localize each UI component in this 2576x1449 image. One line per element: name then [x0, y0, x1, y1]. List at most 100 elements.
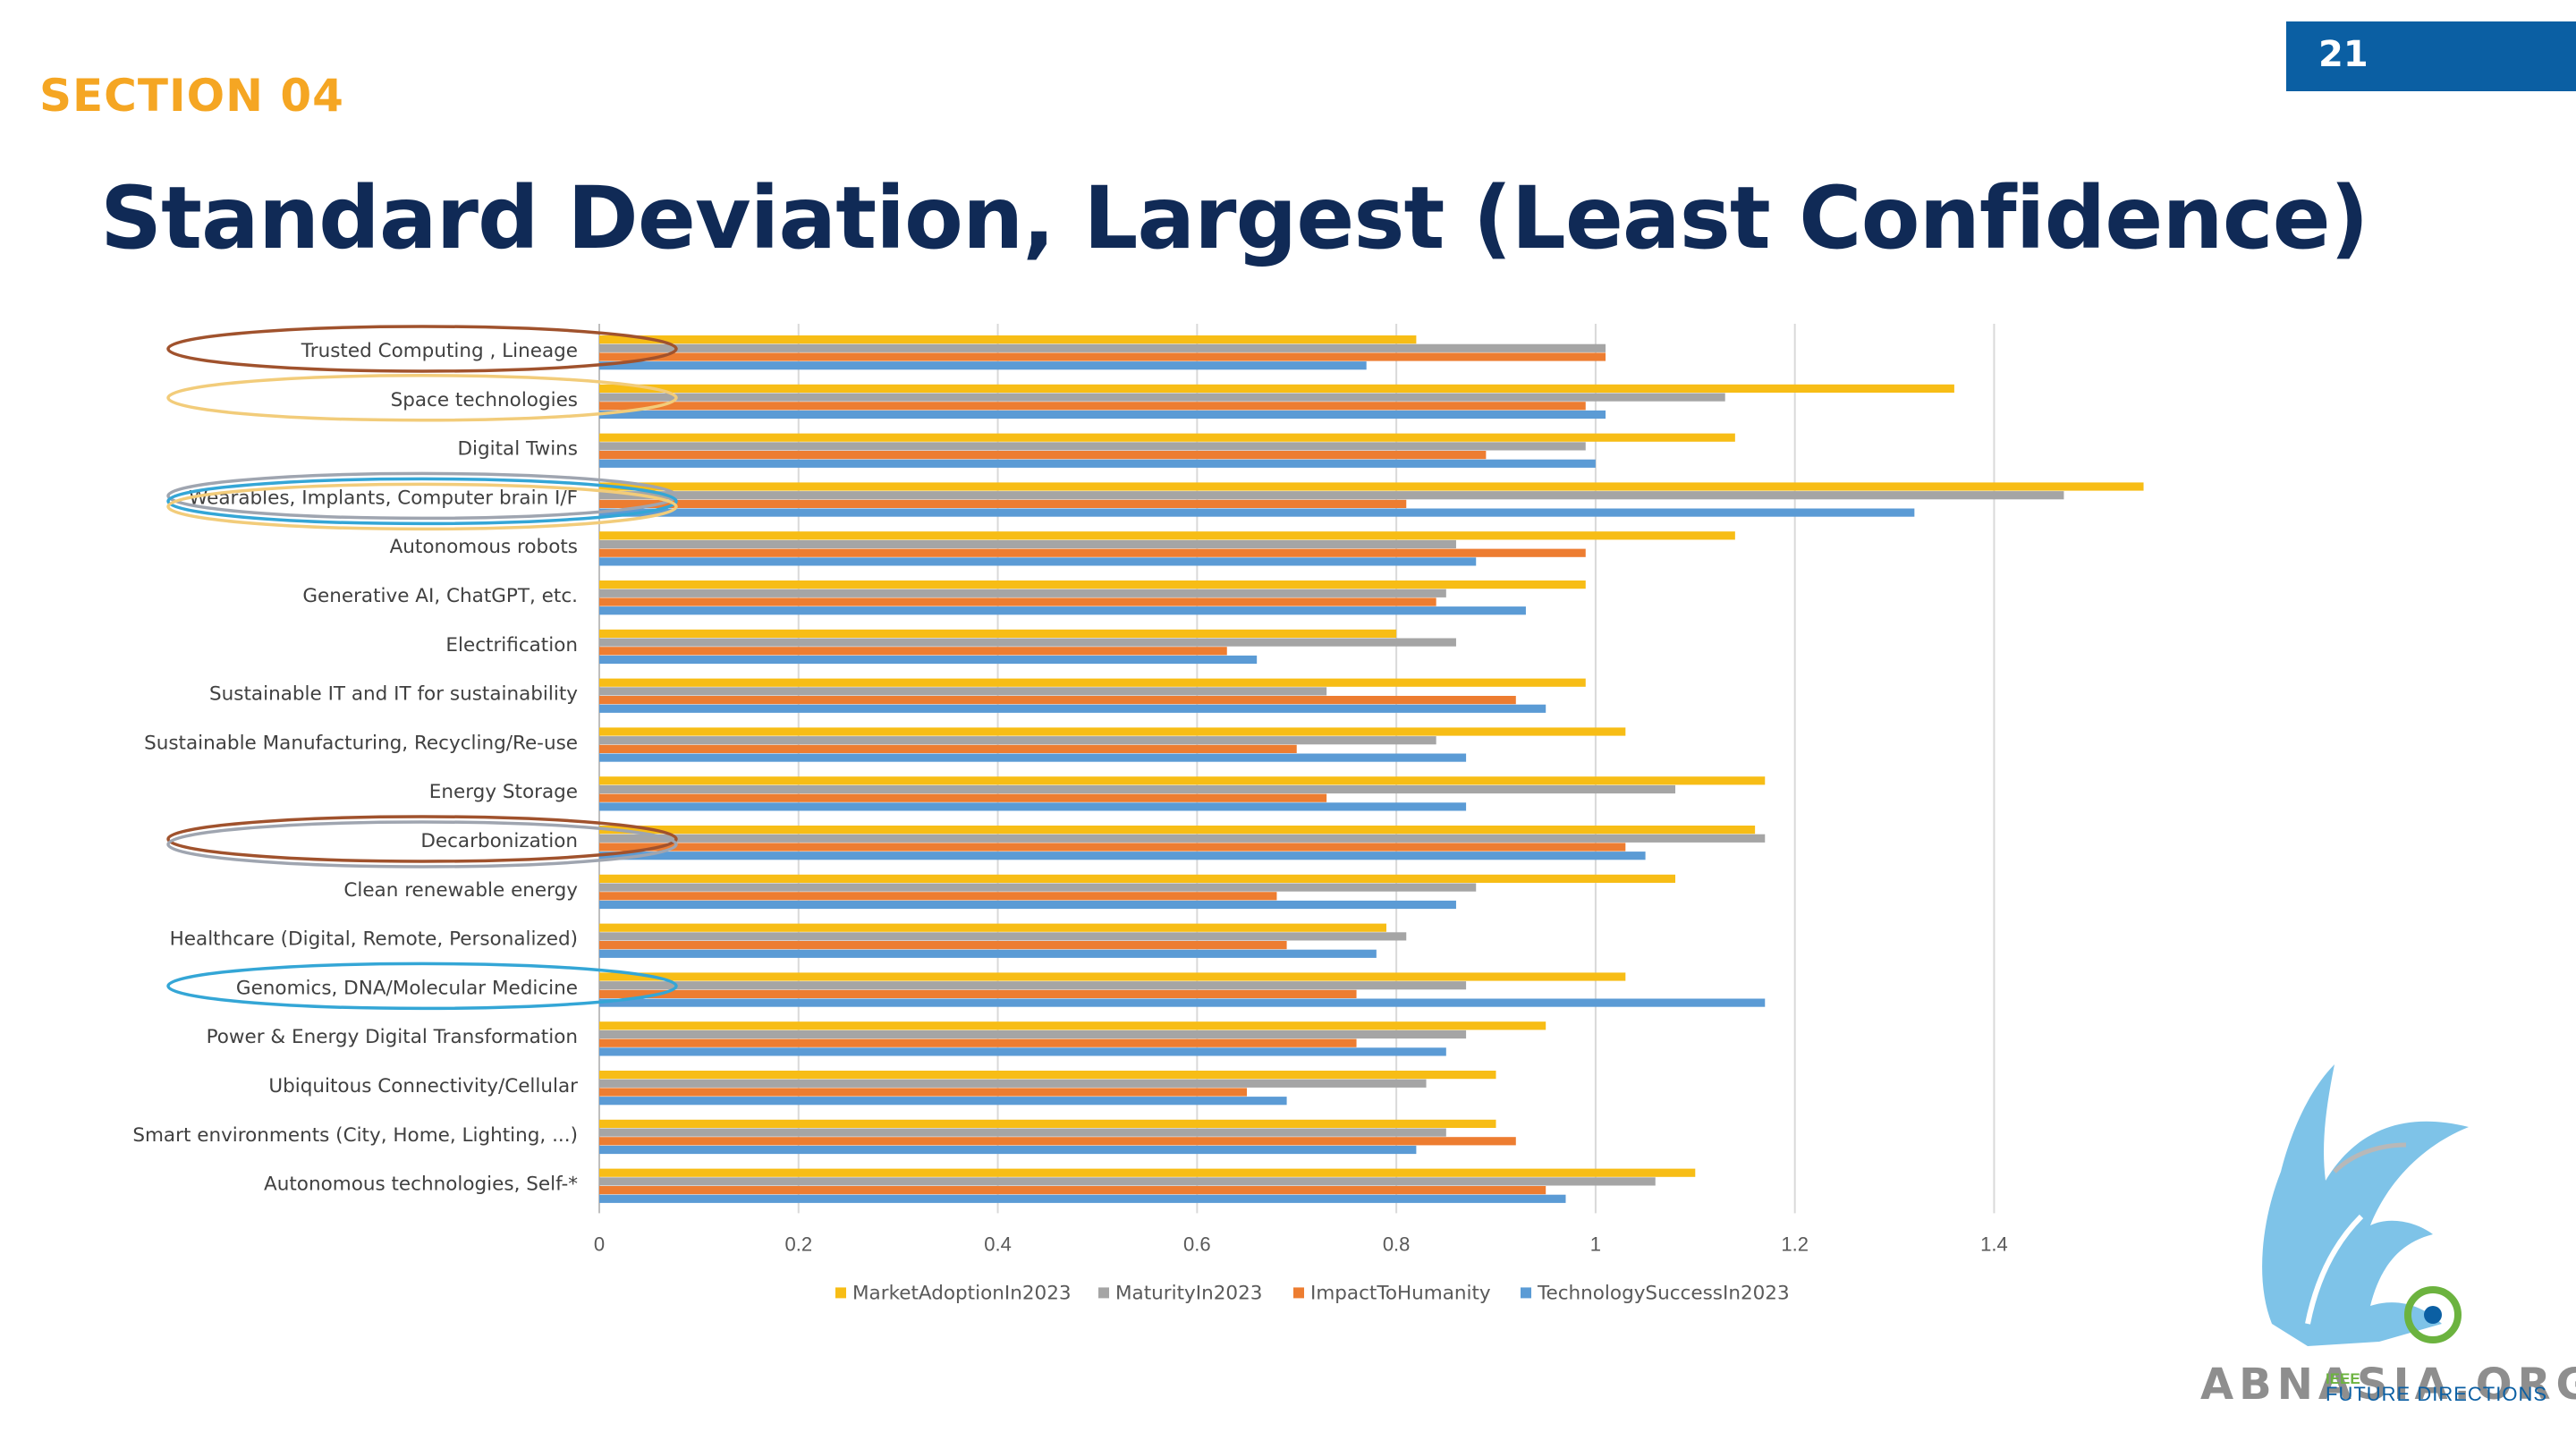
bar — [599, 941, 1287, 950]
x-tick-label: 0.6 — [1183, 1233, 1211, 1255]
category-label: Autonomous robots — [390, 536, 578, 558]
page-title: Standard Deviation, Largest (Least Confi… — [100, 168, 2369, 268]
section-label: SECTION 04 — [39, 70, 344, 122]
bar — [599, 647, 1227, 656]
bar — [599, 1021, 1546, 1030]
bar — [599, 949, 1377, 958]
bar — [599, 1168, 1696, 1177]
highlight-ellipse — [166, 374, 678, 422]
bar — [599, 1079, 1427, 1088]
bar — [599, 776, 1766, 785]
bar — [599, 548, 1586, 557]
future-directions-label: FUTURE DIRECTIONS — [2326, 1383, 2547, 1405]
legend-label: MaturityIn2023 — [1115, 1282, 1262, 1304]
highlight-ellipse — [166, 471, 678, 521]
category-label: Clean renewable energy — [343, 879, 578, 902]
bar — [599, 727, 1626, 736]
ieee-label: IEEE — [2326, 1370, 2360, 1387]
bar — [599, 1119, 1496, 1128]
category-label: Electrification — [445, 634, 578, 657]
bar — [599, 638, 1456, 647]
bar — [599, 981, 1467, 990]
bar — [599, 402, 1586, 411]
bar — [599, 802, 1467, 811]
bar — [599, 606, 1526, 615]
bar — [599, 1186, 1546, 1195]
category-label: Ubiquitous Connectivity/Cellular — [268, 1075, 578, 1097]
category-label: Sustainable Manufacturing, Recycling/Re-… — [144, 732, 578, 754]
highlight-ellipse — [166, 482, 678, 531]
bar — [599, 393, 1725, 402]
bar — [599, 736, 1436, 745]
bar — [599, 1030, 1467, 1039]
griffin-logo-icon — [2262, 1064, 2469, 1346]
bar — [599, 1047, 1446, 1056]
bar — [599, 852, 1646, 860]
bar — [599, 655, 1258, 665]
bar — [599, 989, 1357, 998]
category-label: Smart environments (City, Home, Lighting… — [132, 1124, 578, 1147]
bar — [599, 923, 1386, 932]
highlight-ellipse — [166, 477, 678, 526]
bar — [599, 900, 1456, 910]
x-tick-label: 1 — [1590, 1233, 1601, 1255]
bar — [599, 459, 1596, 468]
bar — [599, 892, 1277, 901]
x-tick-label: 0.8 — [1383, 1233, 1411, 1255]
category-label: Space technologies — [391, 389, 578, 411]
bar — [599, 874, 1676, 883]
bar — [599, 410, 1606, 419]
bar — [599, 704, 1546, 713]
category-label: Trusted Computing , Lineage — [301, 340, 578, 362]
category-label: Healthcare (Digital, Remote, Personalize… — [170, 928, 578, 951]
page-number: 21 — [2318, 34, 2368, 75]
highlight-ellipse — [166, 820, 678, 869]
bar — [599, 1097, 1287, 1106]
x-tick-label: 0 — [594, 1233, 605, 1255]
bar — [599, 433, 1735, 442]
bar — [599, 998, 1766, 1007]
bar — [599, 1088, 1248, 1097]
bar — [599, 491, 2064, 500]
bar — [599, 753, 1467, 762]
bar — [599, 687, 1327, 696]
bar — [599, 784, 1676, 794]
bar — [599, 531, 1735, 540]
bar — [599, 1177, 1656, 1186]
logo-text: ABNASIA.ORG — [2200, 1360, 2576, 1410]
bar — [599, 883, 1477, 892]
bar — [599, 744, 1297, 753]
legend-swatch — [1098, 1287, 1109, 1299]
page-number-badge: 21 — [2286, 21, 2576, 91]
bar — [599, 696, 1516, 705]
bar — [599, 826, 1756, 835]
category-label: Decarbonization — [420, 830, 578, 852]
bar — [599, 557, 1477, 566]
bar — [599, 1137, 1516, 1146]
bar — [599, 451, 1487, 460]
bar — [599, 629, 1397, 638]
bar — [599, 589, 1446, 597]
category-label: Sustainable IT and IT for sustainability — [209, 683, 578, 706]
legend-swatch — [835, 1287, 846, 1299]
highlight-ellipse — [166, 815, 678, 863]
x-tick-label: 1.2 — [1781, 1233, 1809, 1255]
highlight-ellipse — [166, 325, 678, 373]
x-tick-label: 1.4 — [1980, 1233, 2008, 1255]
legend-label: MarketAdoptionIn2023 — [852, 1282, 1072, 1304]
legend-label: TechnologySuccessIn2023 — [1537, 1282, 1790, 1304]
bar — [599, 343, 1606, 352]
bar — [599, 1038, 1357, 1047]
bar — [599, 539, 1456, 549]
bar — [599, 361, 1367, 370]
bar — [599, 352, 1606, 361]
bar — [599, 442, 1586, 451]
bar — [599, 1145, 1417, 1155]
x-tick-label: 0.4 — [984, 1233, 1012, 1255]
category-label: Digital Twins — [457, 438, 578, 461]
bar-chart: 00.20.40.60.811.21.41.61.8Trusted Comput… — [132, 324, 2144, 1304]
category-label: Genomics, DNA/Molecular Medicine — [236, 977, 578, 999]
legend-label: ImpactToHumanity — [1310, 1282, 1491, 1304]
category-label: Autonomous technologies, Self-* — [264, 1174, 578, 1196]
bar — [599, 793, 1327, 802]
